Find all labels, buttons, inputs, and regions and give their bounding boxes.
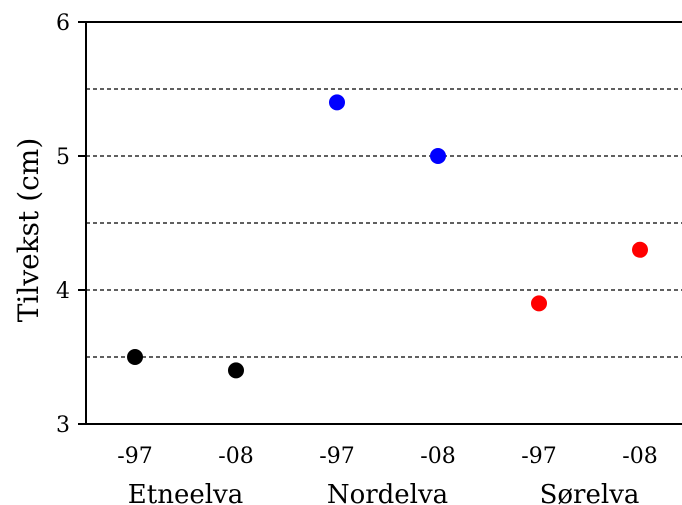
y-tick-label: 4 [56, 279, 70, 304]
data-points [127, 94, 648, 379]
data-point [228, 362, 244, 379]
data-point [127, 349, 143, 365]
axes [85, 21, 682, 425]
data-point [632, 241, 648, 258]
data-point [531, 295, 547, 312]
group-labels: Etneelva Nordelva Sørelva [128, 480, 640, 505]
group-label: Etneelva [128, 480, 243, 505]
x-tick-label: -08 [420, 444, 455, 469]
y-ticks: 3 4 5 6 [56, 11, 86, 438]
data-point [430, 148, 446, 164]
x-ticks: -97 -08 -97 -08 -97 -08 [117, 444, 657, 469]
y-tick-label: 5 [56, 145, 70, 170]
y-axis-title: Tilvekst (cm) [12, 138, 45, 323]
x-tick-label: -97 [521, 444, 556, 469]
y-tick-label: 6 [56, 11, 70, 36]
group-label: Sørelva [540, 480, 640, 505]
y-tick-label: 3 [56, 413, 70, 438]
x-tick-label: -08 [622, 444, 657, 469]
gridlines [86, 88, 682, 358]
x-tick-label: -97 [117, 444, 152, 469]
group-label: Nordelva [327, 480, 448, 505]
x-tick-label: -97 [319, 444, 354, 469]
data-point [329, 94, 345, 111]
x-tick-label: -08 [218, 444, 253, 469]
